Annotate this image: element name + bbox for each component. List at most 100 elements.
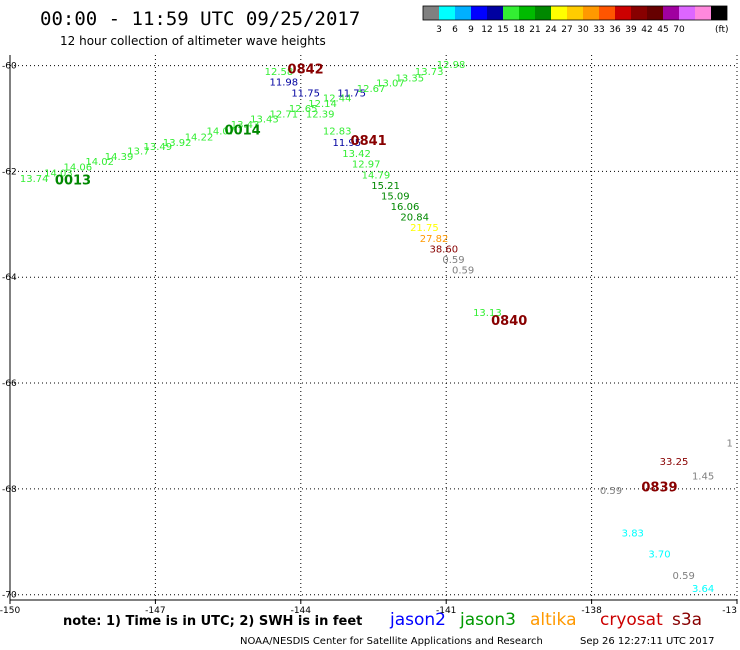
- satellite-legend-s3a: s3a: [672, 610, 702, 630]
- scale-label: 12: [481, 25, 492, 35]
- track-time-label: 0839: [641, 481, 677, 496]
- data-points: 13.7414.0314.0614.0214.3913.713.4913.921…: [20, 60, 733, 595]
- data-point: 14.22: [185, 133, 214, 144]
- data-point: 13.43: [231, 120, 260, 131]
- x-tick-label: -141: [436, 606, 456, 616]
- x-tick-label: -138: [581, 606, 602, 616]
- data-point: 15.09: [381, 191, 410, 202]
- scale-label: 18: [513, 25, 525, 35]
- page-subtitle: 12 hour collection of altimeter wave hei…: [60, 34, 326, 48]
- scale-swatch: [455, 6, 471, 20]
- satellite-legend-jason2: jason2: [389, 610, 446, 630]
- data-point: 13.49: [144, 142, 173, 153]
- scale-label: 42: [641, 25, 652, 35]
- data-point: 13.13: [473, 308, 502, 319]
- data-point: 12.83: [323, 126, 352, 137]
- data-point: 0.59: [673, 571, 695, 582]
- satellite-legend-cryosat: cryosat: [600, 610, 663, 630]
- footer-timestamp: Sep 26 12:27:11 UTC 2017: [580, 636, 714, 647]
- data-point: 13.42: [342, 149, 371, 160]
- y-tick-label: -70: [2, 591, 17, 601]
- scale-swatch: [503, 6, 519, 20]
- data-point: 21.75: [410, 223, 439, 234]
- data-point: 11.75: [337, 88, 366, 99]
- page-title: 00:00 - 11:59 UTC 09/25/2017: [40, 8, 360, 30]
- data-point: 12.58: [265, 67, 294, 78]
- data-point: 14.07: [207, 126, 236, 137]
- chart-axes: -150 -147 -144 -141 -138 -13 -60 -62 -64 -66 -68 -7…: [0, 55, 738, 616]
- scale-label: 27: [561, 25, 572, 35]
- scale-swatch: [663, 6, 679, 20]
- scale-swatch: [695, 6, 711, 20]
- data-point: 3.83: [622, 529, 644, 540]
- data-point: 12.98: [437, 60, 466, 71]
- y-tick-label: -60: [2, 62, 17, 72]
- data-point: 13.92: [163, 138, 192, 149]
- y-tick-label: -62: [2, 167, 17, 177]
- data-point: 12.71: [270, 109, 299, 120]
- data-point: 38.60: [429, 244, 458, 255]
- scale-swatch: [599, 6, 615, 20]
- y-tick-label: -64: [2, 273, 17, 283]
- data-point: 14.06: [64, 162, 93, 173]
- data-point: 12.97: [352, 160, 381, 171]
- data-point: 3.64: [692, 584, 714, 595]
- data-point: 15.21: [371, 181, 400, 192]
- y-tick-label: -66: [2, 379, 17, 389]
- track-time-label: 0014: [225, 123, 261, 138]
- x-tick-label: -13: [722, 606, 737, 616]
- x-tick-label: -150: [0, 606, 20, 616]
- scale-swatch: [551, 6, 567, 20]
- y-tick-label: -68: [2, 485, 17, 495]
- data-point: 0.59: [442, 255, 464, 266]
- scale-label: 36: [609, 25, 621, 35]
- scale-label: 33: [593, 25, 604, 35]
- data-point: 27.82: [420, 234, 449, 245]
- scale-label: 24: [545, 25, 557, 35]
- scale-swatch: [647, 6, 663, 20]
- data-point: 16.06: [391, 202, 420, 213]
- data-point: 13.7: [127, 146, 149, 157]
- x-tick-label: -144: [291, 606, 312, 616]
- data-point: 11.98: [270, 78, 299, 89]
- data-point: 20.84: [400, 213, 429, 224]
- data-point: 14.39: [105, 152, 134, 163]
- scale-swatch: [487, 6, 503, 20]
- satellite-legend-altika: altika: [530, 610, 577, 630]
- data-point: 1: [727, 439, 733, 450]
- scale-label: 39: [625, 25, 637, 35]
- data-point: 11.75: [291, 88, 320, 99]
- data-point: 3.70: [648, 550, 670, 561]
- scale-label: 9: [468, 25, 474, 35]
- footer-credit: NOAA/NESDIS Center for Satellite Applica…: [240, 636, 543, 647]
- scale-swatch: [535, 6, 551, 20]
- data-point: 13.43: [250, 115, 279, 126]
- scale-swatch: [583, 6, 599, 20]
- scale-label: 15: [497, 25, 508, 35]
- scale-label: 30: [577, 25, 589, 35]
- data-point: 12.39: [306, 109, 335, 120]
- data-point: 1.45: [692, 471, 714, 482]
- scale-swatch: [519, 6, 535, 20]
- satellite-legend: jason2 jason3 altika cryosat s3a: [389, 610, 702, 630]
- track-time-label: 0013: [55, 174, 91, 189]
- scale-label: 3: [436, 25, 442, 35]
- scale-unit: (ft): [715, 25, 729, 35]
- scale-swatch: [439, 6, 455, 20]
- scale-swatch: [471, 6, 487, 20]
- scale-swatch: [615, 6, 631, 20]
- data-point: 0.59: [600, 486, 622, 497]
- scale-swatch: [567, 6, 583, 20]
- data-point: 12.14: [308, 99, 337, 110]
- scale-swatch: [711, 6, 727, 20]
- track-time-labels: 0013 0014 0842 0841 0840 0839: [55, 63, 678, 496]
- scale-label: 70: [673, 25, 685, 35]
- data-point: 14.79: [362, 170, 391, 181]
- data-point: 33.25: [660, 457, 689, 468]
- data-point: 14.02: [85, 157, 114, 168]
- data-point: 14.03: [44, 169, 73, 180]
- color-scale-legend: 3 6 9 12 15 18 21 24 27 30 33 36 39 42 45 70 (ft): [422, 5, 729, 35]
- data-point: 12.67: [357, 84, 386, 95]
- data-point: 13.35: [396, 73, 425, 84]
